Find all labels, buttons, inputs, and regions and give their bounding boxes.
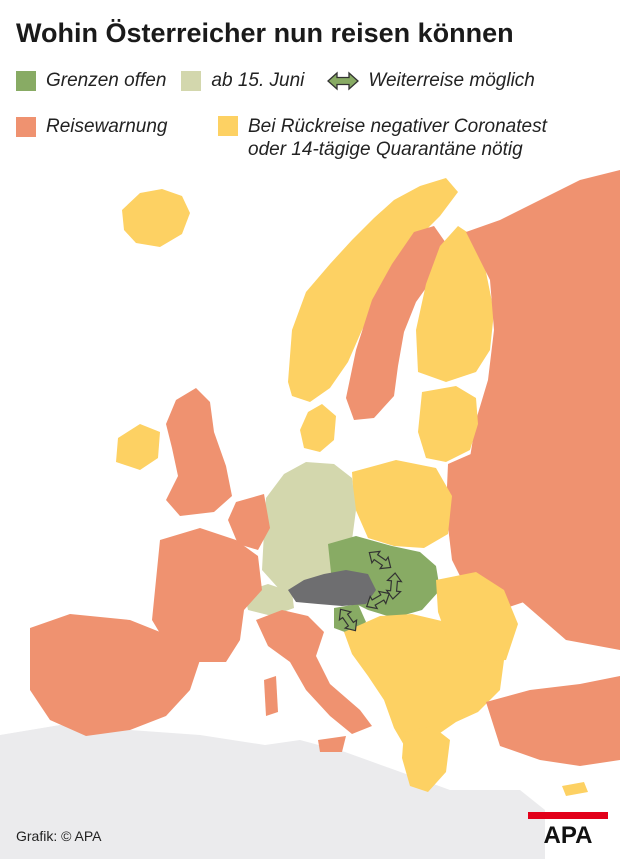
sicily: [318, 736, 346, 752]
transit-arrow-3: [365, 590, 391, 610]
transit-arrow-1: [368, 550, 392, 570]
legend-row-2: Reisewarnung: [16, 116, 167, 137]
turkey: [486, 676, 620, 766]
greece: [402, 726, 450, 792]
legend-label-transit: Weiterreise möglich: [368, 70, 535, 91]
cyprus: [562, 782, 588, 796]
credit: Grafik: © APA: [16, 828, 102, 844]
legend-swatch-warning: [16, 116, 36, 137]
legend-row-1: Grenzen offen ab 15. Juni Weiterreise mö…: [16, 70, 535, 91]
legend-label-test-1: Bei Rückreise negativer Coronatest: [248, 116, 547, 137]
legend-label-june: ab 15. Juni: [211, 70, 305, 91]
italy: [256, 610, 372, 734]
denmark: [300, 404, 336, 452]
legend-swatch-test: [218, 116, 238, 136]
legend-label-open: Grenzen offen: [46, 70, 167, 91]
baltic-states: [418, 386, 478, 462]
apa-logo: APA: [528, 812, 608, 849]
poland: [352, 460, 452, 548]
transit-arrow-4: [338, 608, 358, 632]
legend-label-test-2: oder 14-tägige Quarantäne nötig: [248, 139, 523, 160]
ireland: [116, 424, 160, 470]
romania-bulgaria: [436, 572, 518, 662]
austria: [288, 570, 376, 606]
benelux: [228, 494, 270, 550]
svg-text:APA: APA: [544, 822, 593, 846]
belarus-ukraine: [446, 450, 540, 610]
iceland: [122, 189, 190, 247]
legend-label-warning: Reisewarnung: [46, 116, 168, 137]
iberia: [30, 614, 200, 736]
great-britain: [166, 388, 232, 516]
legend-swatch-june: [181, 70, 202, 91]
transit-arrow-2: [385, 572, 403, 600]
finland: [416, 226, 494, 382]
north-africa: [0, 725, 545, 859]
france: [152, 528, 262, 662]
sardinia: [264, 676, 278, 716]
double-arrow-icon: [326, 71, 360, 91]
sweden: [346, 226, 448, 420]
legend-swatch-open: [16, 70, 36, 91]
page-title: Wohin Österreicher nun reisen können: [16, 18, 514, 48]
